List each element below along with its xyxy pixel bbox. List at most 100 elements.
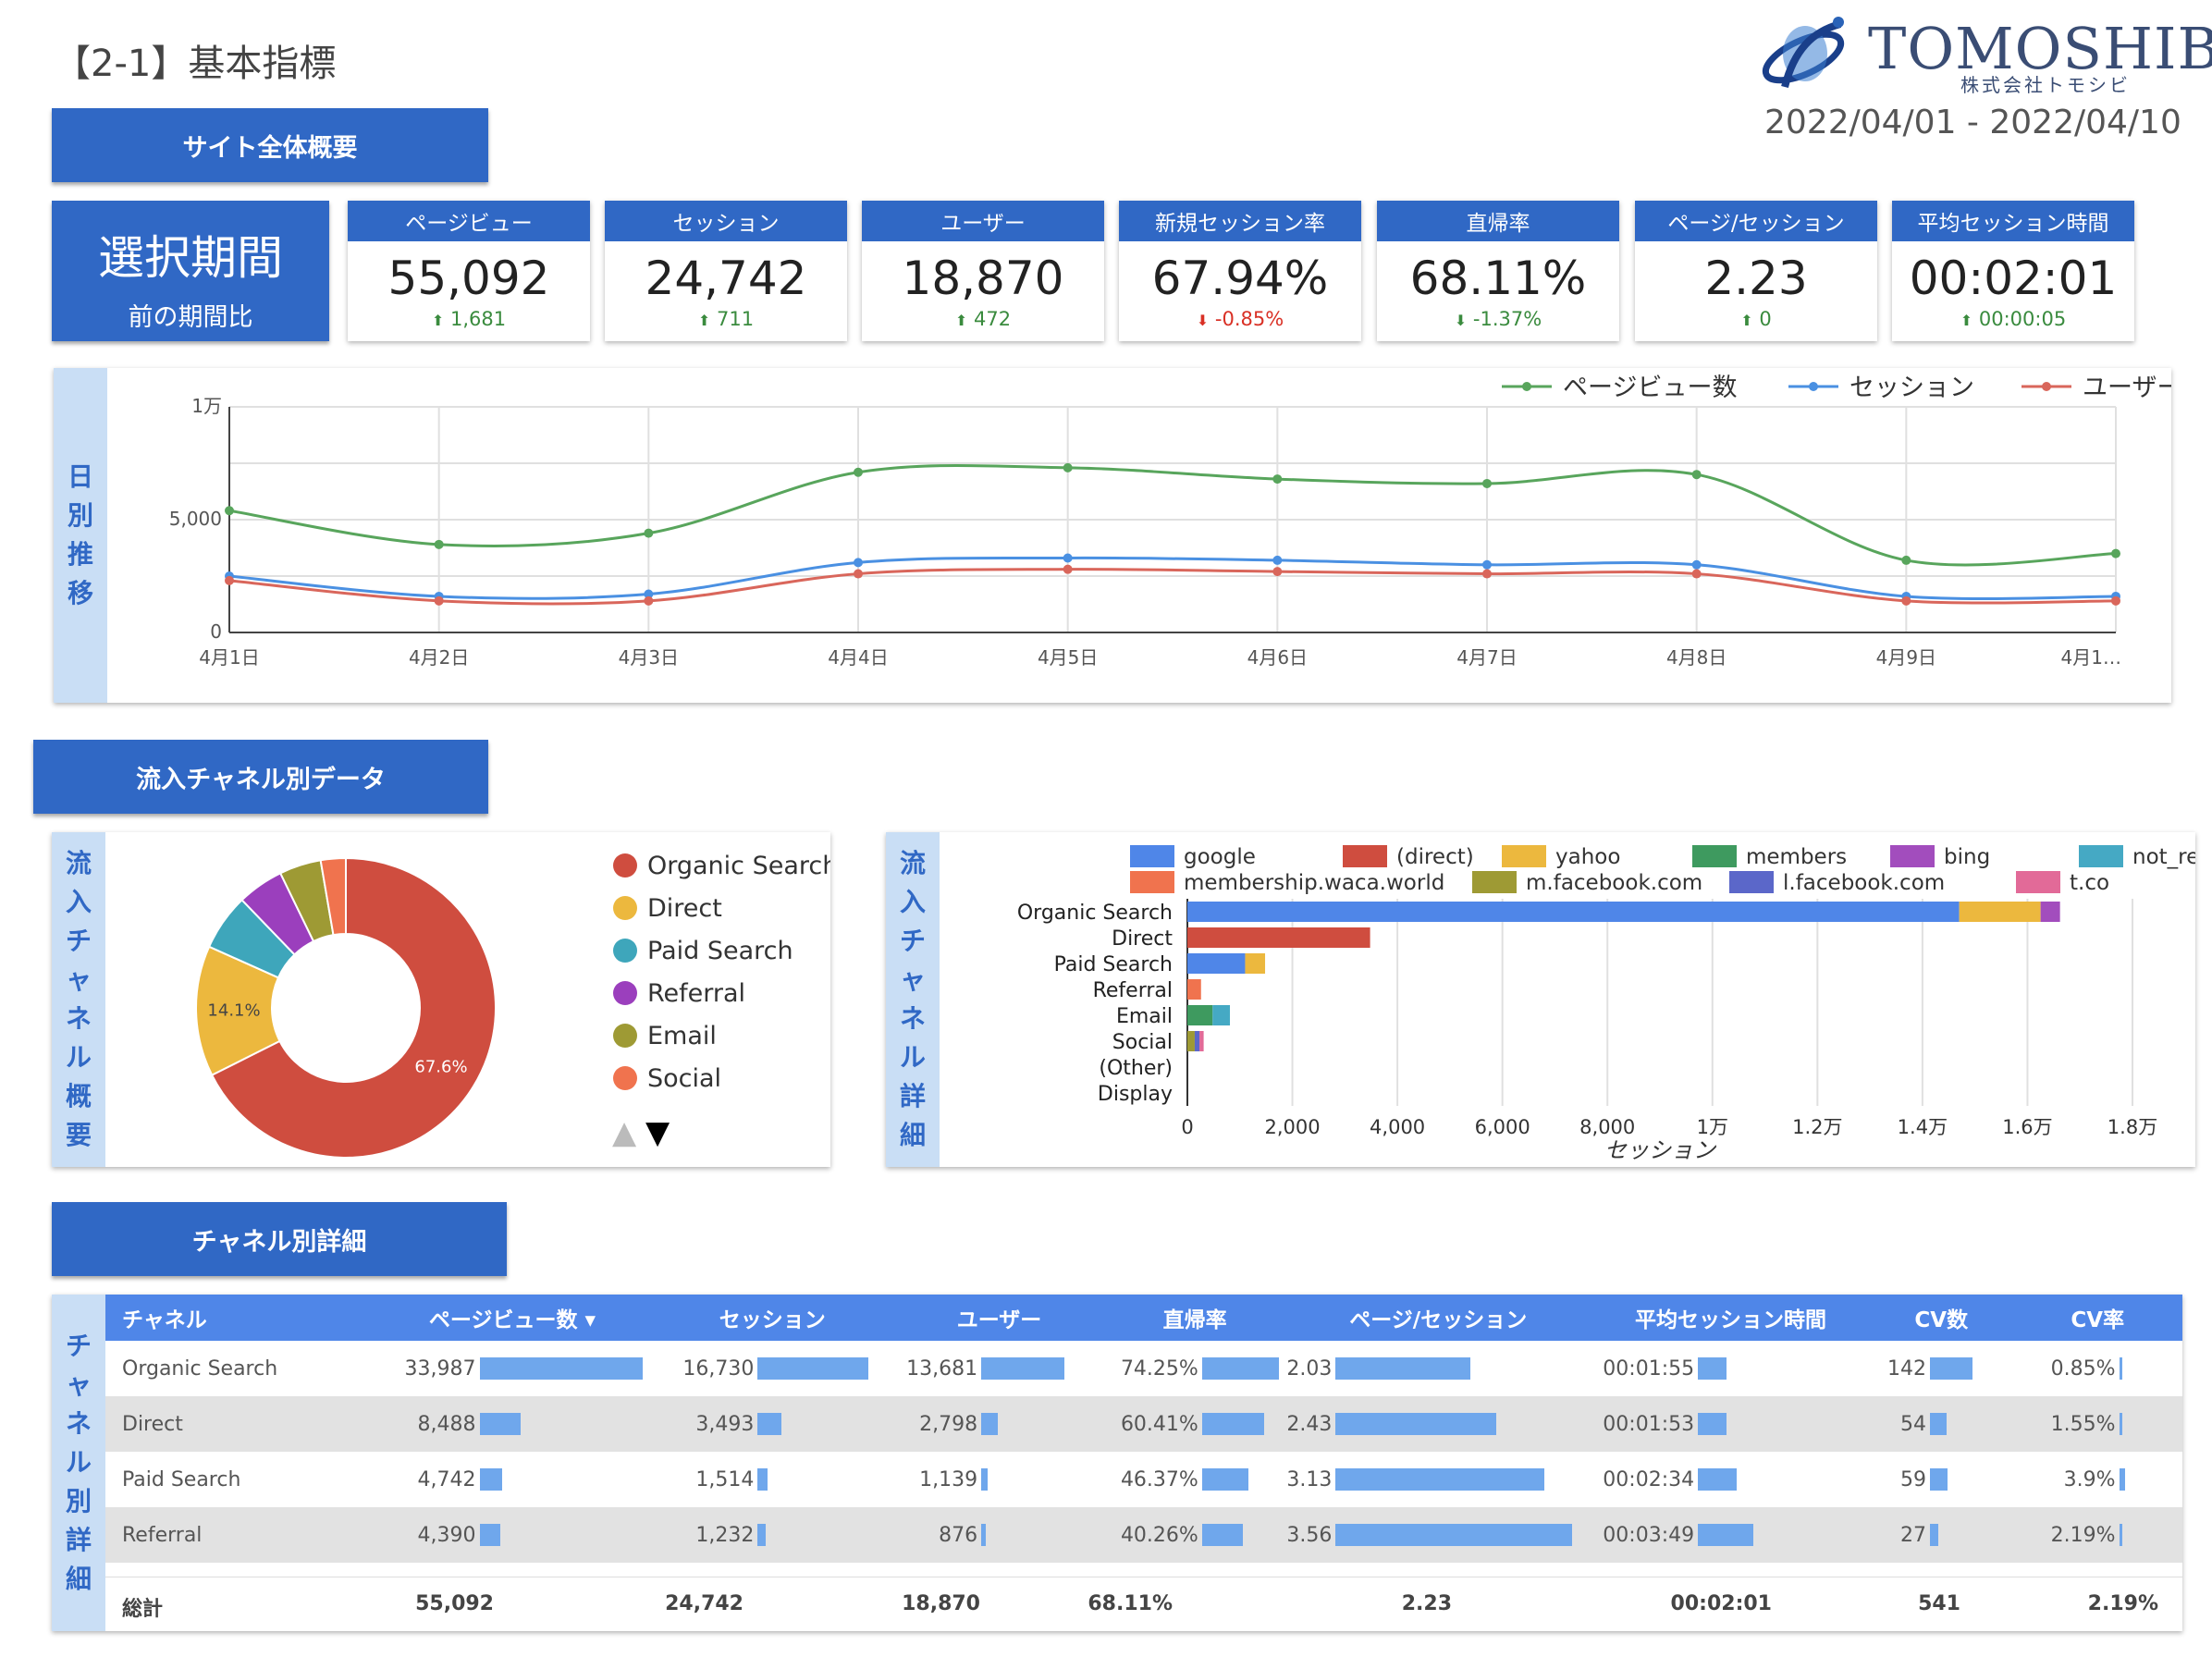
column-header[interactable]: ユーザー: [893, 1295, 1105, 1341]
legend-item[interactable]: Referral: [613, 979, 745, 1008]
bar-segment[interactable]: [1245, 953, 1266, 974]
legend-label: membership.waca.world: [1184, 871, 1444, 895]
bar-segment[interactable]: [1187, 927, 1370, 948]
metric-bar: [1929, 1357, 1972, 1380]
metric-bar: [1335, 1357, 1471, 1380]
table-row[interactable]: Paid Search 4,742 1,514 1,139 46.37% 3.13 00:0…: [105, 1452, 2182, 1507]
table-row[interactable]: Direct 8,488 3,493 2,798 60.41% 2.43 00:01:53 5…: [105, 1396, 2182, 1452]
legend-item[interactable]: Email: [613, 1022, 717, 1050]
pager-prev-icon[interactable]: ▲: [612, 1114, 637, 1151]
legend-item[interactable]: Paid Search: [613, 937, 793, 965]
metric-cell: 2.03: [1284, 1341, 1591, 1396]
column-header[interactable]: ページ/セッション: [1284, 1295, 1592, 1341]
series-line: [228, 463, 2117, 567]
date-range[interactable]: 2022/04/01 - 2022/04/10: [1764, 104, 2181, 141]
vertical-label-char: 詳: [65, 1525, 92, 1555]
legend-item[interactable]: google: [1130, 845, 1256, 869]
metric-cell: 74.25%: [1105, 1341, 1285, 1396]
pie-slice[interactable]: [210, 856, 497, 1159]
metric-value: 74.25%: [1120, 1356, 1198, 1381]
legend-label: Social: [647, 1064, 721, 1093]
metric-bar: [981, 1413, 999, 1435]
kpi-card: セッション 24,742 ⬆ 711: [605, 201, 847, 341]
kpi-delta: ⬇ -1.37%: [1377, 308, 1619, 330]
legend-item[interactable]: Organic Search: [613, 852, 830, 880]
legend-label: Organic Search: [647, 852, 830, 880]
legend-item[interactable]: m.facebook.com: [1472, 871, 1702, 895]
metric-value: 27: [1899, 1523, 1926, 1547]
legend-item[interactable]: yahoo: [1502, 845, 1620, 869]
legend-item[interactable]: Social: [613, 1064, 721, 1093]
category-label: Display: [1098, 1083, 1173, 1106]
column-header[interactable]: CV率: [2012, 1295, 2182, 1341]
channel-bar-label: 流入チャネル詳細: [886, 832, 940, 1167]
bar-segment[interactable]: [1187, 902, 1960, 922]
legend-item[interactable]: t.co: [2016, 871, 2109, 895]
legend-item[interactable]: ユーザー: [2022, 374, 2171, 402]
x-tick-label: 4月2日: [409, 646, 469, 669]
metric-cell: 142: [1870, 1341, 2013, 1396]
metric-value: 46.37%: [1120, 1467, 1198, 1491]
data-point: [2111, 595, 2120, 606]
legend-label: Paid Search: [647, 937, 793, 965]
page-title: 【2-1】基本指標: [54, 43, 337, 85]
bar-segment[interactable]: [2040, 902, 2060, 922]
table-row[interactable]: Referral 4,390 1,232 876 40.26% 3.56 00:03:49 2…: [105, 1507, 2182, 1563]
metric-cell: 27: [1869, 1507, 2013, 1563]
column-header[interactable]: セッション: [651, 1295, 894, 1341]
metric-value: 4,742: [417, 1467, 476, 1491]
vertical-label-char: ル: [899, 1042, 926, 1073]
column-header[interactable]: 平均セッション時間: [1591, 1295, 1870, 1341]
vertical-label-char: 詳: [899, 1081, 926, 1111]
vertical-label-char: 流: [899, 848, 926, 878]
table-row[interactable]: Organic Search 33,987 16,730 13,681 74.25% 2.…: [105, 1341, 2182, 1396]
pie-slice[interactable]: [319, 856, 347, 937]
legend-item[interactable]: ページビュー数: [1502, 374, 1737, 402]
legend-item[interactable]: l.facebook.com: [1729, 871, 1945, 895]
bar-segment[interactable]: [1187, 953, 1246, 974]
kpi-card: 直帰率 68.11% ⬇ -1.37%: [1377, 201, 1619, 341]
metric-cell: 0.85%: [2013, 1341, 2182, 1396]
bar-segment[interactable]: [1199, 1031, 1204, 1051]
legend-item[interactable]: (direct): [1343, 845, 1474, 869]
legend-item[interactable]: not_replied_mes…: [2079, 845, 2195, 869]
x-tick-label: 1.4万: [1898, 1116, 1948, 1138]
metric-bar: [757, 1468, 768, 1491]
metric-cell: 00:01:55: [1591, 1341, 1870, 1396]
metric-value: 54: [1899, 1412, 1926, 1436]
legend-item[interactable]: Direct: [613, 894, 722, 923]
metric-value: 1.55%: [2050, 1412, 2116, 1436]
legend-item[interactable]: membership.waca.world: [1130, 871, 1444, 895]
bar-segment[interactable]: [1194, 1031, 1200, 1051]
column-header-sorted[interactable]: ページビュー数 ▾: [373, 1295, 652, 1341]
metric-bar: [479, 1357, 643, 1380]
totals-value: 541: [1918, 1592, 1960, 1615]
column-header[interactable]: チャネル: [105, 1295, 374, 1341]
pager-next-icon[interactable]: ▼: [645, 1114, 670, 1151]
legend-item[interactable]: bing: [1890, 845, 1990, 869]
bar-segment[interactable]: [1187, 1005, 1213, 1025]
metric-cell: 3.13: [1284, 1452, 1591, 1507]
kpi-card: ページビュー 55,092 ⬆ 1,681: [348, 201, 590, 341]
bar-segment[interactable]: [1187, 1031, 1195, 1051]
legend-item[interactable]: セッション: [1788, 374, 1974, 402]
section-channel-button: 流入チャネル別データ: [33, 740, 488, 814]
vertical-label-char: ャ: [65, 964, 92, 995]
vertical-label-char: 移: [67, 578, 93, 608]
y-tick-label: 1万: [191, 395, 222, 417]
bar-segment[interactable]: [1187, 979, 1201, 1000]
bar-segment[interactable]: [1212, 1005, 1230, 1025]
x-axis-title: セッション: [1604, 1137, 1717, 1163]
column-header[interactable]: CV数: [1869, 1295, 2013, 1341]
vertical-label-char: ネ: [65, 1003, 92, 1034]
data-point: [854, 467, 863, 477]
x-tick-label: 6,000: [1475, 1116, 1530, 1138]
bar-segment[interactable]: [1959, 902, 2041, 922]
legend-item[interactable]: members: [1692, 845, 1847, 869]
daily-trend-card: 日別推移 0 5,000 1万 4月1日 4月2日 4月3日 4月4日 4月5日 4月6日 4月7…: [54, 368, 2171, 703]
metric-bar: [1698, 1468, 1738, 1491]
column-header[interactable]: 直帰率: [1104, 1295, 1285, 1341]
metric-cell: 46.37%: [1105, 1452, 1285, 1507]
metric-bar: [1201, 1468, 1249, 1491]
metric-bar: [1929, 1468, 1948, 1491]
